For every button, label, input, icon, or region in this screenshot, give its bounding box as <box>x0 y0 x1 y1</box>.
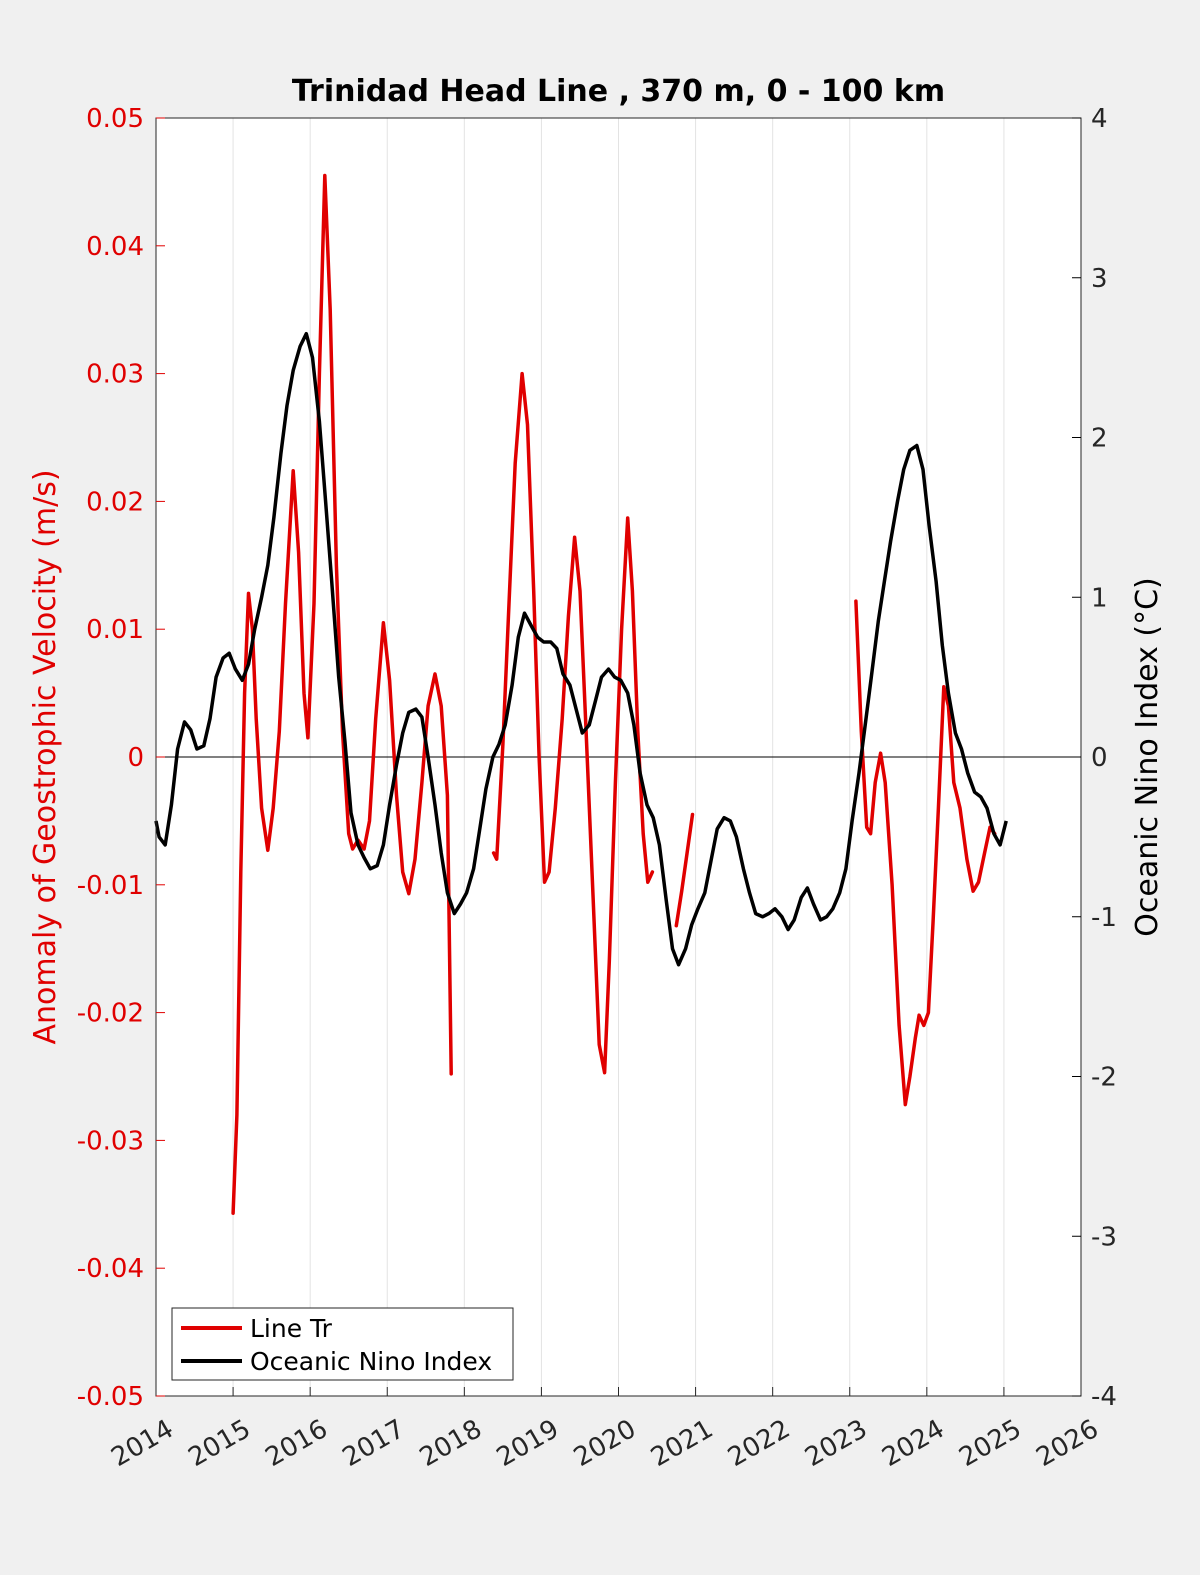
y-right-tick-label: 4 <box>1091 104 1108 134</box>
legend-label-oni: Oceanic Nino Index <box>250 1347 492 1376</box>
x-tick-label: 2021 <box>646 1414 718 1473</box>
x-tick-label: 2019 <box>492 1414 564 1473</box>
series-line-tr-segment <box>491 371 655 1075</box>
y-left-tick-label: 0.01 <box>86 615 144 645</box>
y-right-tick-label: -4 <box>1091 1382 1117 1412</box>
legend-box <box>171 1307 514 1381</box>
y-right-tick-label: -1 <box>1091 903 1117 933</box>
series-line-tr-segment <box>674 812 695 928</box>
x-tick-label: 2014 <box>106 1414 178 1473</box>
y-left-tick-label: 0.02 <box>86 487 144 517</box>
y-left-tick-label: 0.04 <box>86 232 144 262</box>
x-tick-label: 2015 <box>183 1414 255 1473</box>
legend-label-line-tr: Line Tr <box>250 1314 333 1343</box>
series-layer <box>154 173 1008 1215</box>
series-line-tr-segment <box>231 173 453 1215</box>
y-left-tick-label: -0.03 <box>77 1126 144 1156</box>
y-left-tick-label: 0 <box>127 743 144 773</box>
y-axis-right-label: Oceanic Nino Index (°C) <box>1130 577 1165 937</box>
y-right-tick-label: 2 <box>1091 424 1108 454</box>
legend: Line Tr Oceanic Nino Index <box>171 1307 514 1381</box>
y-left-tick-label: -0.05 <box>77 1382 144 1412</box>
y-left-tick-label: -0.02 <box>77 999 144 1029</box>
x-tick-label: 2023 <box>800 1414 872 1473</box>
x-tick-label: 2025 <box>954 1414 1026 1473</box>
y-left-tick-label: 0.05 <box>86 104 144 134</box>
series-oni-line <box>154 331 1008 967</box>
y-right-tick-label: 1 <box>1091 583 1108 613</box>
y-left-tick-label: 0.03 <box>86 360 144 390</box>
y-right-tick-label: 0 <box>1091 743 1108 773</box>
y-right-tick-label: 3 <box>1091 264 1108 294</box>
y-right-tick-label: -2 <box>1091 1063 1117 1093</box>
y-left-tick-label: -0.01 <box>77 871 144 901</box>
y-axis-left-label: Anomaly of Geostrophic Velocity (m/s) <box>28 469 63 1044</box>
x-tick-label: 2020 <box>569 1414 641 1473</box>
x-tick-label: 2018 <box>415 1414 487 1473</box>
x-tick-label: 2024 <box>877 1414 949 1473</box>
chart-title: Trinidad Head Line , 370 m, 0 - 100 km <box>292 74 945 109</box>
y-left-tick-label: -0.04 <box>77 1254 144 1284</box>
x-tick-label: 2022 <box>723 1414 795 1473</box>
series-line-tr-segment <box>854 599 997 1107</box>
x-tick-label: 2016 <box>261 1414 333 1473</box>
x-tick-label: 2026 <box>1031 1414 1103 1473</box>
y-right-tick-label: -3 <box>1091 1222 1117 1252</box>
x-tick-label: 2017 <box>338 1414 410 1473</box>
